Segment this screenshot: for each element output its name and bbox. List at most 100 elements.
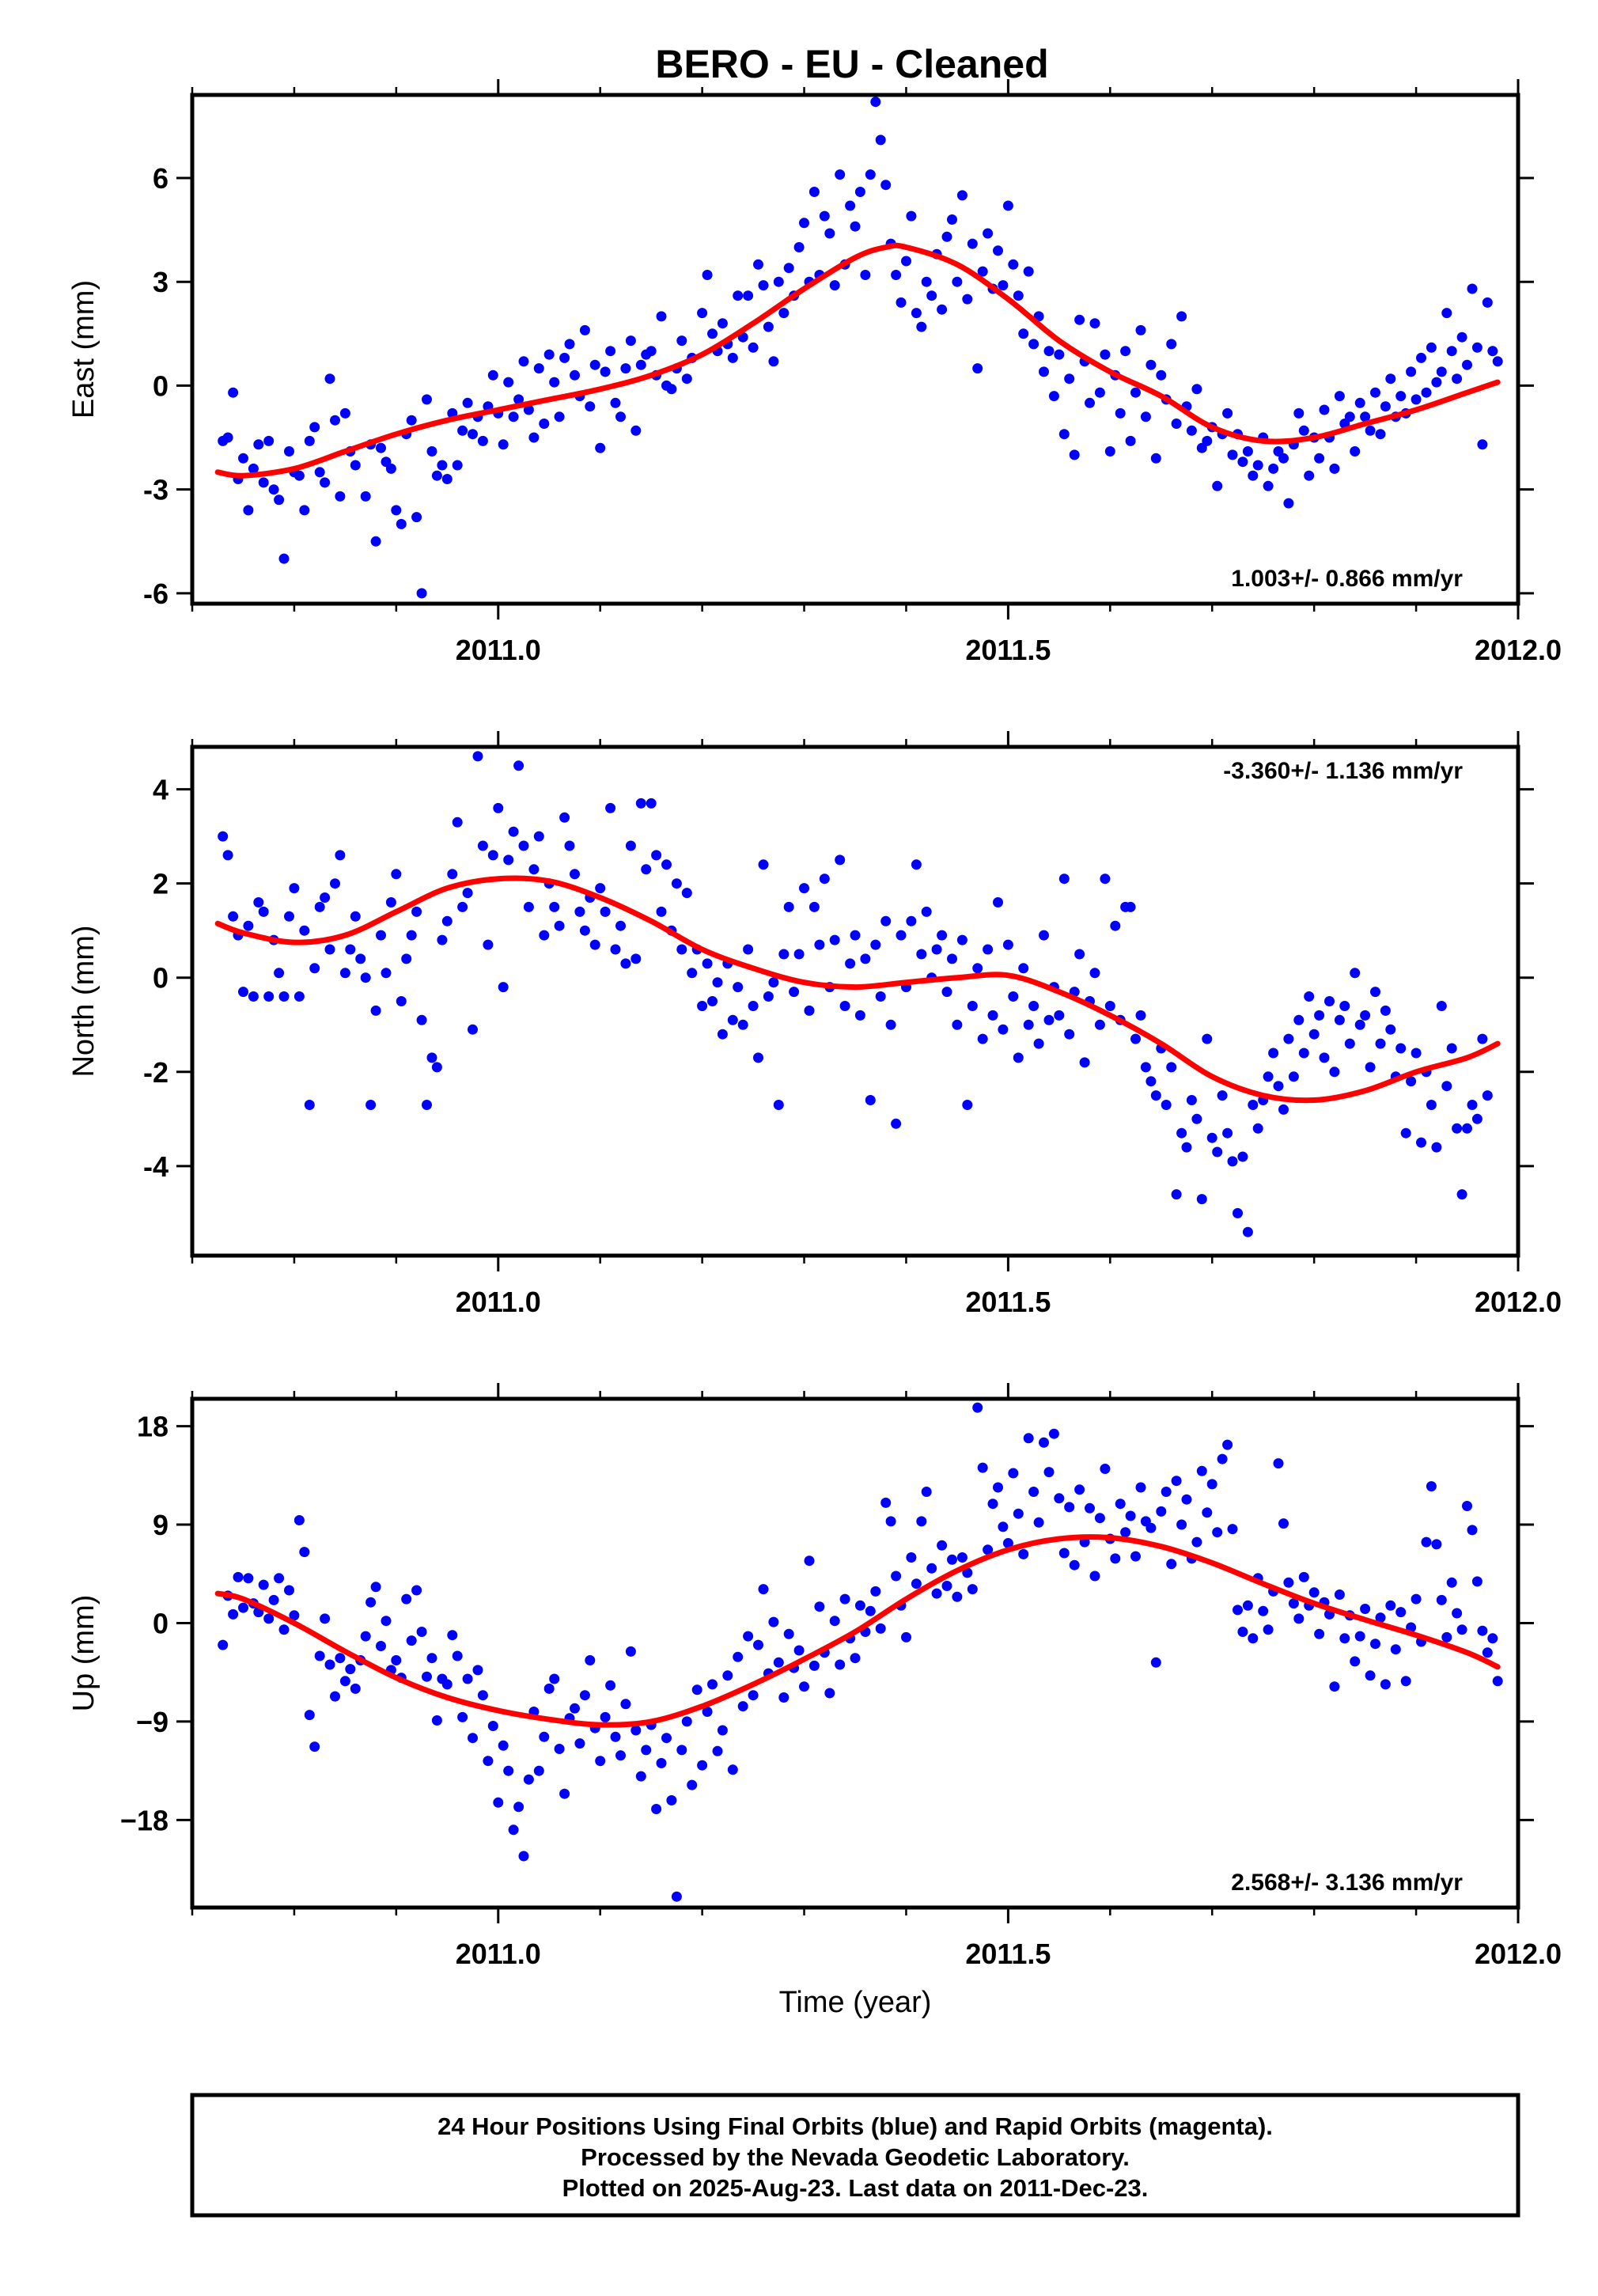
data-point [1375, 429, 1386, 440]
data-point [284, 911, 294, 922]
data-point [441, 474, 453, 484]
data-point [952, 276, 963, 287]
data-point [1145, 1522, 1157, 1533]
data-point [293, 1515, 305, 1525]
data-point [1452, 373, 1463, 385]
data-point [1456, 332, 1467, 343]
data-point [681, 373, 692, 385]
data-point [814, 1601, 825, 1612]
data-point [666, 384, 677, 395]
data-point [299, 1547, 310, 1558]
data-point [911, 859, 922, 870]
data-point [1058, 1548, 1070, 1559]
data-point [1064, 1502, 1075, 1513]
data-point [793, 1645, 805, 1656]
data-point [1171, 419, 1182, 429]
x-tick-label: 2012.0 [1475, 1938, 1562, 1970]
data-point [916, 1516, 927, 1527]
data-point [819, 873, 830, 885]
data-point [799, 218, 809, 229]
data-point [656, 311, 667, 322]
data-point [768, 977, 779, 988]
y-axis-label: Up (mm) [67, 1595, 100, 1712]
data-point [355, 953, 366, 964]
fit-curve [214, 875, 1501, 1104]
data-point [1058, 873, 1070, 885]
data-point [228, 911, 239, 922]
data-point [426, 446, 437, 457]
data-point [1085, 397, 1095, 408]
data-point [1431, 1539, 1442, 1550]
y-tick-label: 0 [153, 962, 169, 995]
data-point [381, 1616, 392, 1627]
data-point [513, 394, 524, 405]
data-point [1125, 435, 1136, 446]
data-point [1370, 987, 1380, 998]
data-point [1365, 1670, 1376, 1681]
data-point [360, 1631, 371, 1642]
data-point [1150, 1657, 1161, 1668]
data-point [523, 901, 534, 912]
data-point [1426, 342, 1437, 353]
data-point [743, 1631, 754, 1642]
data-point [1150, 453, 1161, 464]
data-point [875, 991, 886, 1002]
data-point [733, 290, 744, 301]
data-point [1319, 1052, 1330, 1063]
data-point [1222, 407, 1233, 419]
data-point [1278, 1518, 1289, 1529]
data-point [1233, 1207, 1243, 1218]
data-point [258, 906, 269, 917]
data-point [1471, 1576, 1483, 1587]
data-point [549, 1673, 560, 1684]
data-point [350, 911, 361, 922]
y-tick-label: 0 [153, 1607, 169, 1639]
data-point [1431, 377, 1442, 388]
data-point [1064, 1029, 1075, 1040]
data-point [952, 1019, 963, 1030]
data-point [702, 270, 713, 280]
data-point [1298, 425, 1309, 436]
data-point [483, 939, 494, 950]
data-point [441, 915, 453, 926]
data-point [993, 245, 1003, 256]
data-point [727, 1764, 738, 1775]
data-point [697, 1760, 708, 1771]
data-point [1176, 1127, 1187, 1139]
data-point [406, 930, 417, 941]
data-point [1426, 1481, 1437, 1492]
data-point [1263, 1071, 1274, 1082]
data-point [717, 1029, 728, 1040]
footer-line-1: 24 Hour Positions Using Final Orbits (bl… [437, 2112, 1273, 2140]
data-point [1385, 1600, 1396, 1611]
data-point [1462, 1501, 1472, 1511]
data-point [533, 831, 544, 842]
data-point [1308, 1587, 1320, 1598]
data-point [493, 1797, 504, 1808]
data-point [819, 210, 830, 222]
data-point [314, 901, 325, 912]
data-point [1094, 387, 1105, 398]
data-point [717, 318, 728, 329]
data-point [570, 869, 580, 880]
data-point [808, 901, 820, 912]
data-point [376, 442, 386, 453]
data-point [1054, 1010, 1065, 1021]
data-point [335, 1653, 346, 1664]
data-point [1043, 346, 1055, 357]
data-point [248, 463, 259, 474]
data-point [743, 944, 754, 955]
data-point [477, 1690, 488, 1701]
data-point [1033, 1517, 1044, 1528]
data-point [1212, 1527, 1223, 1538]
data-point [1248, 1100, 1259, 1110]
data-point [574, 1738, 585, 1749]
data-point [289, 1610, 300, 1621]
data-point [870, 939, 881, 950]
data-point [339, 407, 350, 419]
data-point [498, 439, 509, 450]
data-point [1446, 1577, 1457, 1588]
data-point [314, 467, 325, 478]
data-point [1471, 342, 1483, 353]
data-point [1069, 449, 1080, 460]
